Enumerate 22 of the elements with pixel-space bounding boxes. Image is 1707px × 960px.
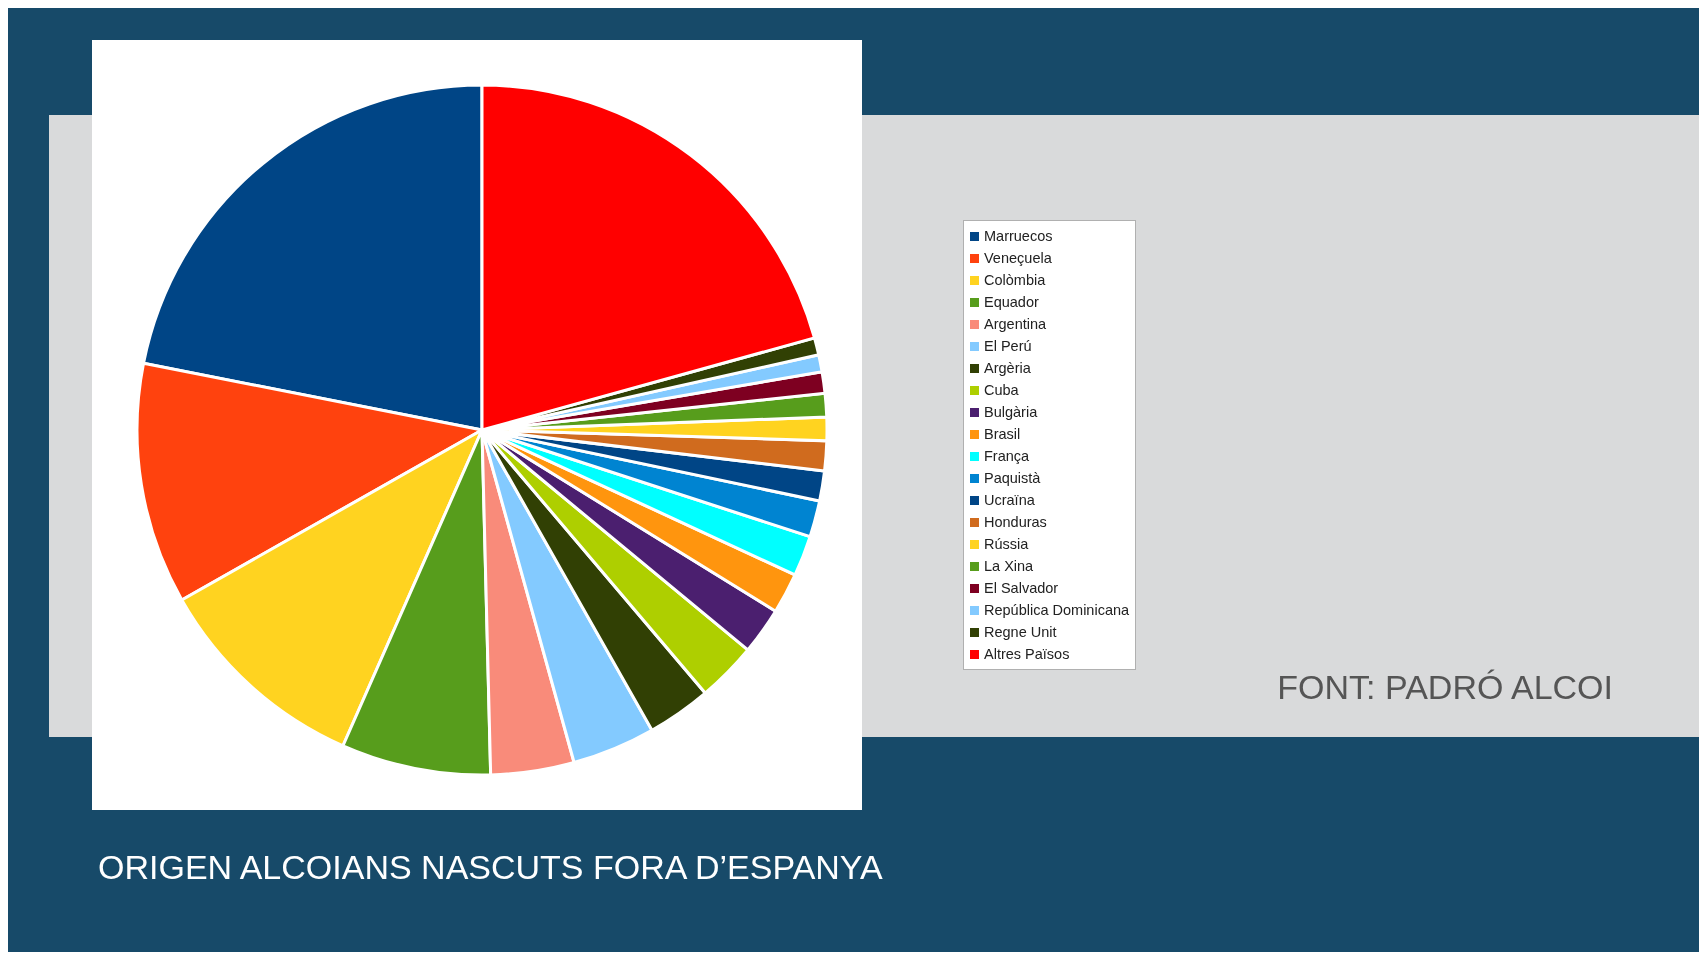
legend-label: Colòmbia xyxy=(984,272,1046,288)
legend-label: Cuba xyxy=(984,382,1019,398)
legend-label: Bulgària xyxy=(984,404,1038,420)
legend-label: Altres Països xyxy=(984,646,1070,662)
legend-label: Paquistà xyxy=(984,470,1041,486)
legend-label: França xyxy=(984,448,1030,464)
legend-label: Argèria xyxy=(984,360,1031,376)
text: ORIGEN ALCOIANS NASCUTS FORA D’ESPANYA xyxy=(98,848,883,887)
legend-label: La Xina xyxy=(984,558,1034,574)
legend-label: Veneçuela xyxy=(984,250,1052,266)
legend-label: Argentina xyxy=(984,316,1047,332)
legend-label: El Perú xyxy=(984,338,1032,354)
legend-label: El Salvador xyxy=(984,580,1059,596)
legend-label: Regne Unit xyxy=(984,624,1057,640)
text: FONT: PADRÓ ALCOI xyxy=(1277,668,1613,707)
legend-label: Honduras xyxy=(984,514,1047,530)
legend-label: Ucraïna xyxy=(984,492,1035,508)
legend-label: Marruecos xyxy=(984,228,1053,244)
legend-label: Equador xyxy=(984,294,1039,310)
legend-label: Rússia xyxy=(984,536,1029,552)
legend-label: Brasil xyxy=(984,426,1021,442)
legend-label: República Dominicana xyxy=(984,602,1130,618)
